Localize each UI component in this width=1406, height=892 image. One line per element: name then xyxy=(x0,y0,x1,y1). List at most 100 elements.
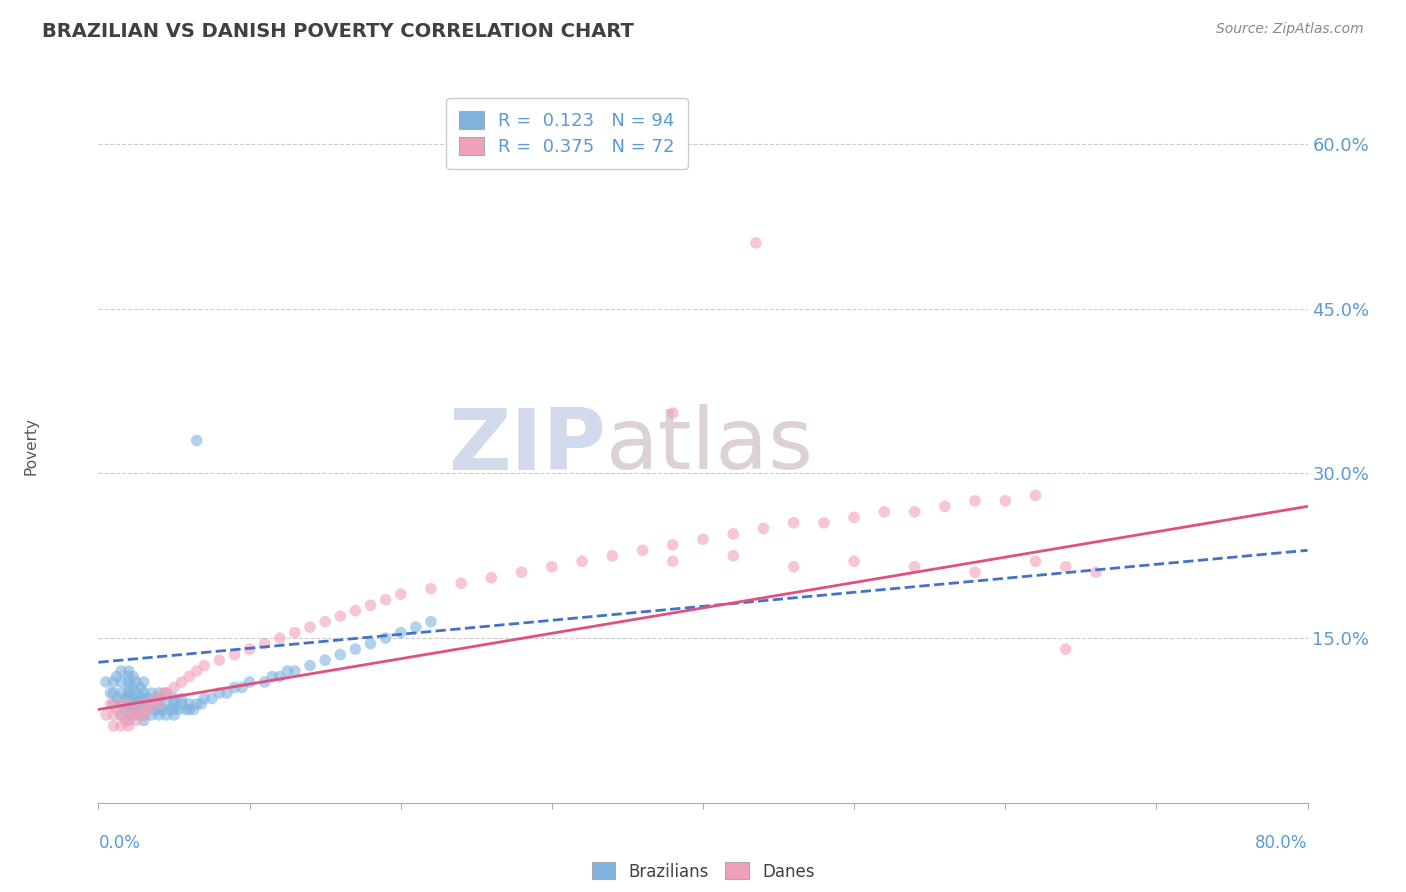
Point xyxy=(114,714,136,728)
Point xyxy=(344,642,367,657)
Point xyxy=(122,681,145,695)
Point xyxy=(121,691,143,706)
Point xyxy=(110,686,132,700)
Point xyxy=(100,686,122,700)
Text: ZIP: ZIP xyxy=(449,404,606,488)
Point xyxy=(745,235,768,250)
Text: BRAZILIAN VS DANISH POVERTY CORRELATION CHART: BRAZILIAN VS DANISH POVERTY CORRELATION … xyxy=(42,22,634,41)
Point xyxy=(132,708,155,723)
Point xyxy=(420,615,443,629)
Legend: Brazilians, Danes: Brazilians, Danes xyxy=(585,855,821,888)
Point xyxy=(110,719,132,733)
Point xyxy=(374,631,396,645)
Point xyxy=(118,719,141,733)
Point xyxy=(844,554,866,568)
Point xyxy=(118,686,141,700)
Point xyxy=(481,571,503,585)
Point xyxy=(152,686,174,700)
Point xyxy=(186,664,208,678)
Point xyxy=(179,669,201,683)
Point xyxy=(132,675,155,690)
Point xyxy=(314,615,336,629)
Point xyxy=(389,625,412,640)
Point xyxy=(136,702,159,716)
Point xyxy=(540,559,562,574)
Point xyxy=(122,708,145,723)
Point xyxy=(148,702,170,716)
Point xyxy=(193,658,215,673)
Point xyxy=(107,691,129,706)
Point xyxy=(141,697,163,711)
Point xyxy=(193,691,215,706)
Point xyxy=(118,681,141,695)
Point xyxy=(100,697,122,711)
Point xyxy=(186,434,208,448)
Point xyxy=(186,697,208,711)
Point xyxy=(103,675,125,690)
Point xyxy=(118,714,141,728)
Point xyxy=(110,675,132,690)
Text: Poverty: Poverty xyxy=(24,417,38,475)
Point xyxy=(136,691,159,706)
Point xyxy=(374,592,396,607)
Point xyxy=(121,702,143,716)
Point xyxy=(183,702,205,716)
Point xyxy=(253,675,276,690)
Point xyxy=(132,697,155,711)
Point xyxy=(118,697,141,711)
Point xyxy=(155,686,177,700)
Point xyxy=(224,648,246,662)
Point xyxy=(344,604,367,618)
Point xyxy=(662,554,685,568)
Point xyxy=(752,521,775,535)
Point xyxy=(125,702,148,716)
Point xyxy=(103,719,125,733)
Point xyxy=(723,526,745,541)
Point xyxy=(148,686,170,700)
Point xyxy=(276,664,298,678)
Point xyxy=(284,664,307,678)
Point xyxy=(163,708,186,723)
Point xyxy=(125,686,148,700)
Point xyxy=(118,697,141,711)
Point xyxy=(152,702,174,716)
Point xyxy=(148,708,170,723)
Point xyxy=(1054,559,1077,574)
Point xyxy=(129,691,152,706)
Point xyxy=(208,653,231,667)
Point xyxy=(118,675,141,690)
Point xyxy=(813,516,835,530)
Point xyxy=(239,642,262,657)
Point xyxy=(965,566,987,580)
Point xyxy=(284,625,307,640)
Point xyxy=(94,675,117,690)
Point xyxy=(262,669,284,683)
Point xyxy=(692,533,714,547)
Point xyxy=(299,620,322,634)
Point xyxy=(179,702,201,716)
Point xyxy=(1054,642,1077,657)
Point xyxy=(163,681,186,695)
Point xyxy=(253,637,276,651)
Point xyxy=(118,669,141,683)
Point xyxy=(141,686,163,700)
Point xyxy=(155,708,177,723)
Point xyxy=(602,549,624,563)
Point xyxy=(132,714,155,728)
Point xyxy=(125,714,148,728)
Point xyxy=(114,691,136,706)
Point xyxy=(174,702,197,716)
Point xyxy=(148,691,170,706)
Point xyxy=(329,609,352,624)
Point xyxy=(783,559,806,574)
Point xyxy=(215,686,238,700)
Point xyxy=(105,669,128,683)
Point xyxy=(299,658,322,673)
Point xyxy=(571,554,593,568)
Point xyxy=(155,697,177,711)
Point xyxy=(934,500,956,514)
Point xyxy=(125,702,148,716)
Point xyxy=(132,691,155,706)
Point xyxy=(125,708,148,723)
Point xyxy=(314,653,336,667)
